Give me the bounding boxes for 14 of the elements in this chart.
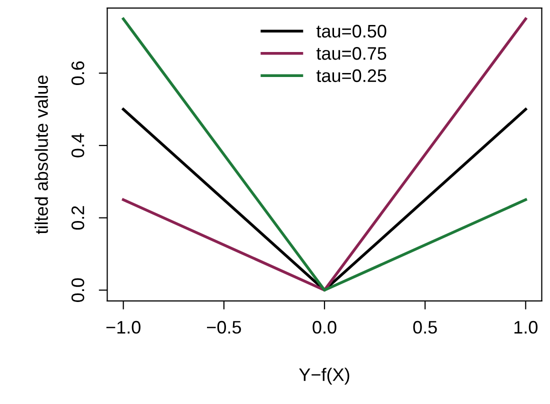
y-tick-label: 0.4 (71, 133, 84, 158)
x-axis-title: Y−f(X) (299, 368, 350, 385)
y-tick-label: 0.2 (71, 206, 84, 230)
y-tick-label: 0.6 (71, 61, 84, 86)
x-tick-label: 0.5 (413, 320, 437, 334)
x-tick-label: 1.0 (514, 320, 538, 334)
x-tick-label: −0.5 (206, 320, 241, 334)
y-axis-title: tilted absolute value (34, 76, 48, 234)
legend-label: tau=0.75 (316, 47, 386, 60)
y-tick-label: 0.0 (71, 278, 84, 302)
legend-label: tau=0.50 (316, 24, 386, 38)
x-tick-label: 0.0 (312, 320, 336, 334)
x-tick-label: −1.0 (106, 320, 140, 334)
legend-label: tau=0.25 (316, 69, 386, 82)
